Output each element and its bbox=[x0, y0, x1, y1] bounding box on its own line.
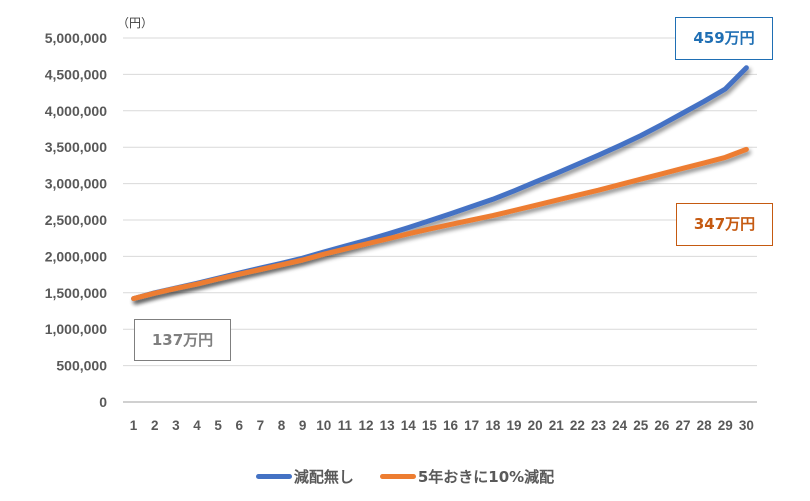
y-axis-ticks: 0 500,000 1,000,000 1,500,000 2,000,000 2,500… bbox=[45, 30, 108, 410]
x-tick-label: 17 bbox=[464, 418, 479, 433]
orange-line-swatch-icon bbox=[379, 474, 416, 479]
y-tick-label: 4,500,000 bbox=[45, 66, 107, 82]
x-tick-label: 16 bbox=[443, 418, 459, 433]
callout-cut-final: 347万円 bbox=[676, 203, 773, 246]
legend-label-cut: 5年おきに10%減配 bbox=[417, 468, 555, 486]
x-tick-label: 2 bbox=[151, 418, 159, 433]
x-tick-label: 13 bbox=[380, 418, 396, 433]
x-tick-label: 18 bbox=[485, 418, 501, 433]
x-tick-label: 8 bbox=[278, 418, 286, 433]
callout-start-value: 137万円 bbox=[134, 319, 231, 361]
blue-line-swatch-icon bbox=[255, 474, 292, 479]
callout-no-cut-final: 459万円 bbox=[675, 17, 773, 60]
x-tick-label: 26 bbox=[654, 418, 670, 433]
series-line-cut bbox=[131, 146, 749, 302]
y-tick-label: 5,000,000 bbox=[45, 30, 107, 46]
x-tick-label: 30 bbox=[739, 418, 754, 433]
x-tick-label: 29 bbox=[718, 418, 733, 433]
y-tick-label: 2,500,000 bbox=[45, 212, 107, 228]
y-axis-unit: （円） bbox=[117, 16, 153, 30]
x-tick-label: 23 bbox=[591, 418, 607, 433]
x-tick-label: 1 bbox=[130, 418, 138, 433]
x-tick-label: 12 bbox=[359, 418, 374, 433]
x-tick-label: 4 bbox=[193, 418, 201, 433]
legend-label-no-cut: 減配無し bbox=[293, 468, 354, 486]
x-tick-label: 3 bbox=[172, 418, 180, 433]
x-tick-label: 27 bbox=[676, 418, 691, 433]
legend-item-no-cut: 減配無し bbox=[255, 466, 354, 487]
series-lines bbox=[131, 65, 749, 302]
x-tick-label: 7 bbox=[257, 418, 265, 433]
x-tick-label: 22 bbox=[570, 418, 585, 433]
x-tick-label: 25 bbox=[633, 418, 649, 433]
x-tick-label: 15 bbox=[422, 418, 438, 433]
x-tick-label: 9 bbox=[299, 418, 307, 433]
x-tick-label: 5 bbox=[214, 418, 222, 433]
y-tick-label: 0 bbox=[99, 394, 107, 410]
x-tick-label: 24 bbox=[612, 418, 628, 433]
y-tick-label: 500,000 bbox=[56, 358, 107, 374]
y-tick-label: 3,000,000 bbox=[45, 176, 107, 192]
x-axis-ticks: 1 2 3 4 5 6 7 8 9 10 11 12 13 14 15 16 17 18 19 20 21 22 23 24 2… bbox=[130, 418, 754, 433]
y-tick-label: 1,000,000 bbox=[45, 321, 107, 337]
x-tick-label: 11 bbox=[338, 418, 353, 433]
legend: 減配無し 5年おきに10%減配 bbox=[0, 466, 810, 487]
y-tick-label: 3,500,000 bbox=[45, 139, 107, 155]
x-tick-label: 20 bbox=[528, 418, 543, 433]
x-tick-label: 6 bbox=[235, 418, 243, 433]
y-tick-label: 4,000,000 bbox=[45, 103, 107, 119]
y-tick-label: 1,500,000 bbox=[45, 285, 107, 301]
x-tick-label: 28 bbox=[697, 418, 713, 433]
x-tick-label: 21 bbox=[549, 418, 565, 433]
x-tick-label: 14 bbox=[401, 418, 417, 433]
x-tick-label: 10 bbox=[316, 418, 331, 433]
x-tick-label: 19 bbox=[506, 418, 521, 433]
legend-item-cut: 5年おきに10%減配 bbox=[379, 466, 555, 487]
y-tick-label: 2,000,000 bbox=[45, 248, 107, 264]
